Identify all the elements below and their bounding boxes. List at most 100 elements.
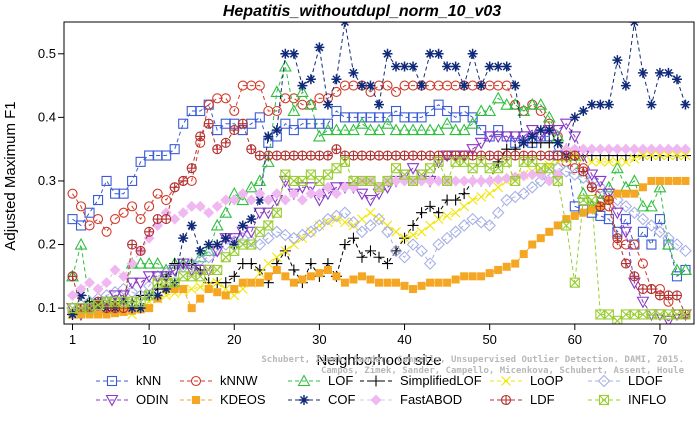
x-axis: 1 10 20 30 40 50 60 70 [69, 324, 667, 347]
data-point-fastabod [620, 143, 632, 155]
data-point-kdeos [349, 275, 358, 284]
data-point-odin [406, 163, 420, 175]
data-point-lof [406, 123, 420, 136]
data-point-fastabod [535, 169, 547, 181]
data-point-kdeos [502, 262, 511, 271]
data-point-fastabod [390, 175, 402, 187]
data-point-fastabod [211, 200, 223, 212]
data-point-ldof [347, 215, 360, 229]
data-point-knn [450, 112, 461, 123]
legend-marker-loop [501, 376, 511, 386]
data-point-loop [459, 201, 470, 212]
data-point-kdeos [570, 211, 579, 220]
data-point-fastabod [484, 175, 496, 187]
data-point-lof [525, 98, 539, 110]
data-point-ldf [493, 150, 504, 161]
data-point-cof [271, 125, 282, 136]
data-point-odin [474, 137, 488, 150]
data-point-odin [185, 264, 199, 277]
data-point-knnw [110, 214, 121, 225]
data-point-knnw [229, 105, 240, 117]
data-point-lof [270, 85, 284, 97]
data-point-loop [280, 245, 291, 256]
data-point-inflo [220, 252, 231, 263]
data-point-odin [304, 182, 318, 194]
data-point-cof [399, 61, 410, 72]
data-point-knn [169, 144, 180, 155]
data-point-lof [466, 117, 480, 129]
data-point-cof [152, 290, 163, 301]
data-point-kdeos [196, 294, 205, 303]
data-point-ldf [578, 166, 589, 177]
data-point-ldf [67, 271, 78, 282]
data-point-knn [637, 226, 648, 237]
data-point-ldf [246, 144, 257, 155]
data-point-ldf [373, 150, 385, 161]
data-point-fastabod [101, 277, 113, 289]
data-point-lof [432, 123, 446, 136]
data-point-cof [246, 214, 257, 225]
data-point-loop [391, 226, 401, 237]
data-point-odin [176, 258, 190, 271]
data-point-kdeos [102, 310, 111, 319]
data-point-ldf [637, 283, 648, 295]
data-point-inflo [339, 156, 350, 167]
data-point-inflo [578, 194, 589, 206]
data-point-fastabod [603, 143, 615, 155]
data-point-cof [654, 67, 665, 78]
data-point-cof [356, 80, 367, 91]
data-point-simplifiedlof [450, 194, 462, 206]
data-point-inflo [288, 175, 299, 186]
legend-item-knnw: kNNW [180, 373, 258, 388]
legend-item-cof: COF [288, 392, 356, 407]
data-point-knnw [331, 86, 342, 97]
data-point-knn [280, 118, 291, 129]
data-point-knnw [288, 93, 299, 104]
data-point-fastabod [637, 143, 649, 155]
data-point-ldof [449, 225, 462, 239]
data-point-lof [134, 256, 148, 269]
data-point-fastabod [347, 181, 359, 193]
data-point-odin [483, 131, 497, 144]
data-point-lof [636, 199, 650, 212]
data-point-lof [142, 256, 156, 269]
legend-item-ldof: LDOF [588, 373, 663, 388]
legend-marker-fastabod [370, 394, 382, 406]
data-point-ldf [663, 290, 674, 301]
data-point-kdeos [400, 281, 409, 290]
legend-marker-lof [297, 374, 311, 387]
data-point-ldf [220, 137, 231, 148]
credit-line-1: Schubert, Zimek, Sander, Campello, Unsup… [261, 354, 684, 365]
data-point-knn [671, 271, 683, 282]
data-point-fastabod [262, 194, 274, 206]
legend-marker-ldf [500, 394, 512, 406]
data-point-cof [493, 61, 504, 72]
data-point-simplifiedlof [356, 251, 368, 263]
data-point-loop [348, 220, 359, 231]
data-point-inflo [527, 156, 538, 167]
data-point-ldof [364, 219, 377, 232]
data-point-fastabod [339, 181, 351, 193]
x-tick-label: 1 [69, 332, 76, 347]
data-point-ldof [679, 244, 692, 258]
data-point-simplifiedlof [407, 219, 419, 231]
data-point-inflo [322, 169, 333, 180]
data-point-knnw [595, 188, 606, 199]
data-point-lof [253, 174, 267, 186]
data-point-ldf [620, 258, 631, 269]
data-point-kdeos [332, 272, 341, 281]
data-point-inflo [620, 309, 631, 320]
data-point-lof [347, 123, 360, 136]
data-point-ldof [628, 206, 641, 220]
data-point-knnw [629, 239, 640, 250]
data-point-simplifiedlof [220, 277, 232, 289]
data-point-loop [595, 156, 606, 167]
data-point-cof [637, 67, 648, 78]
data-point-simplifiedlof [373, 251, 385, 263]
data-point-kdeos [655, 176, 664, 185]
data-point-loop [663, 150, 674, 161]
data-point-inflo [246, 239, 257, 250]
data-point-kdeos [204, 285, 213, 294]
data-point-kdeos [298, 275, 307, 284]
data-point-kdeos [545, 227, 554, 236]
